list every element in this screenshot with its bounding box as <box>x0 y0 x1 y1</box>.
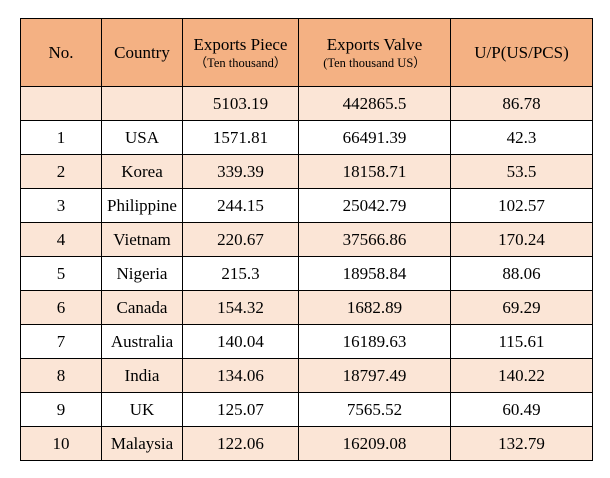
country-cell: Malaysia <box>101 426 183 461</box>
table-row: 4 Vietnam 220.67 37566.86 170.24 <box>20 222 593 257</box>
table-row: 10 Malaysia 122.06 16209.08 132.79 <box>20 426 593 461</box>
unit-price-cell: 102.57 <box>450 188 593 223</box>
country-cell: Australia <box>101 324 183 359</box>
header-exports-value-unit: (Ten thousand US） <box>323 55 426 70</box>
unit-price-cell: 170.24 <box>450 222 593 257</box>
country-cell: Nigeria <box>101 256 183 291</box>
pieces-cell: 122.06 <box>182 426 299 461</box>
rank-cell: 1 <box>20 120 102 155</box>
unit-price-cell: 88.06 <box>450 256 593 291</box>
header-row: No. Country Exports Piece （Ten thousand）… <box>20 18 593 87</box>
rank-cell: 4 <box>20 222 102 257</box>
header-exports-piece: Exports Piece （Ten thousand） <box>182 18 299 87</box>
total-no-cell <box>20 86 102 121</box>
value-cell: 16209.08 <box>298 426 451 461</box>
header-exports-value-label: Exports Valve <box>326 34 423 54</box>
table-row: 9 UK 125.07 7565.52 60.49 <box>20 392 593 427</box>
value-cell: 37566.86 <box>298 222 451 257</box>
pieces-cell: 125.07 <box>182 392 299 427</box>
unit-price-cell: 140.22 <box>450 358 593 393</box>
rank-cell: 3 <box>20 188 102 223</box>
pieces-cell: 220.67 <box>182 222 299 257</box>
total-pieces-cell: 5103.19 <box>182 86 299 121</box>
unit-price-cell: 69.29 <box>450 290 593 325</box>
header-exports-value: Exports Valve (Ten thousand US） <box>298 18 451 87</box>
pieces-cell: 1571.81 <box>182 120 299 155</box>
pieces-cell: 134.06 <box>182 358 299 393</box>
country-cell: Korea <box>101 154 183 189</box>
value-cell: 18958.84 <box>298 256 451 291</box>
rank-cell: 2 <box>20 154 102 189</box>
total-unit-price-cell: 86.78 <box>450 86 593 121</box>
rank-cell: 5 <box>20 256 102 291</box>
pieces-cell: 140.04 <box>182 324 299 359</box>
value-cell: 1682.89 <box>298 290 451 325</box>
rank-cell: 7 <box>20 324 102 359</box>
unit-price-cell: 42.3 <box>450 120 593 155</box>
country-cell: UK <box>101 392 183 427</box>
unit-price-cell: 53.5 <box>450 154 593 189</box>
total-value-cell: 442865.5 <box>298 86 451 121</box>
country-cell: USA <box>101 120 183 155</box>
rank-cell: 9 <box>20 392 102 427</box>
pieces-cell: 339.39 <box>182 154 299 189</box>
rank-cell: 6 <box>20 290 102 325</box>
unit-price-cell: 132.79 <box>450 426 593 461</box>
country-cell: Vietnam <box>101 222 183 257</box>
table-row: 3 Philippine 244.15 25042.79 102.57 <box>20 188 593 223</box>
pieces-cell: 215.3 <box>182 256 299 291</box>
header-exports-piece-label: Exports Piece <box>193 34 288 54</box>
value-cell: 66491.39 <box>298 120 451 155</box>
table-row: 2 Korea 339.39 18158.71 53.5 <box>20 154 593 189</box>
pieces-cell: 154.32 <box>182 290 299 325</box>
header-no: No. <box>20 18 102 87</box>
header-country: Country <box>101 18 183 87</box>
rank-cell: 10 <box>20 426 102 461</box>
pieces-cell: 244.15 <box>182 188 299 223</box>
table-row: 6 Canada 154.32 1682.89 69.29 <box>20 290 593 325</box>
value-cell: 18797.49 <box>298 358 451 393</box>
table-row: 8 India 134.06 18797.49 140.22 <box>20 358 593 393</box>
table-row: 1 USA 1571.81 66491.39 42.3 <box>20 120 593 155</box>
table-row: 7 Australia 140.04 16189.63 115.61 <box>20 324 593 359</box>
rank-cell: 8 <box>20 358 102 393</box>
unit-price-cell: 115.61 <box>450 324 593 359</box>
table-row: 5 Nigeria 215.3 18958.84 88.06 <box>20 256 593 291</box>
value-cell: 7565.52 <box>298 392 451 427</box>
exports-table: No. Country Exports Piece （Ten thousand）… <box>20 18 593 461</box>
total-country-cell <box>101 86 183 121</box>
value-cell: 16189.63 <box>298 324 451 359</box>
value-cell: 18158.71 <box>298 154 451 189</box>
country-cell: Philippine <box>101 188 183 223</box>
total-row: 5103.19 442865.5 86.78 <box>20 86 593 121</box>
value-cell: 25042.79 <box>298 188 451 223</box>
country-cell: Canada <box>101 290 183 325</box>
country-cell: India <box>101 358 183 393</box>
header-unit-price: U/P(US/PCS) <box>450 18 593 87</box>
header-exports-piece-unit: （Ten thousand） <box>194 55 287 70</box>
unit-price-cell: 60.49 <box>450 392 593 427</box>
